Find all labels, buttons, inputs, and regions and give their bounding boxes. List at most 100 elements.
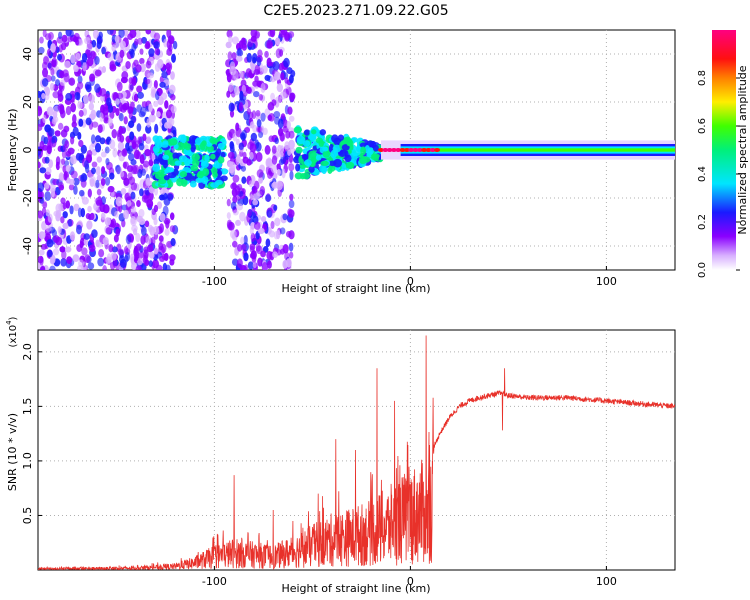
spectrogram-noise-blob <box>282 213 288 221</box>
spectrogram-noise-blob <box>70 54 76 64</box>
spectrogram-noise-blob <box>57 181 64 189</box>
spectrogram-noise-blob <box>40 265 46 270</box>
spectrogram-noise-blob <box>236 49 244 57</box>
spectrogram-noise-blob <box>260 83 266 93</box>
spectrogram-noise-blob <box>170 71 175 80</box>
spectrogram-noise-blob <box>268 230 276 238</box>
spectrogram-noise-blob <box>90 50 96 60</box>
snr-series-line <box>38 335 675 570</box>
spectrogram-noise-blob <box>38 210 44 219</box>
spectrogram-signal-blob <box>169 138 178 146</box>
spectrogram-noise-blob <box>73 185 78 195</box>
spectrogram-noise-blob <box>50 254 56 264</box>
spectrogram-noise-blob <box>167 193 174 202</box>
spectrogram-noise-blob <box>255 151 263 162</box>
spectrogram-noise-blob <box>171 53 176 63</box>
spectrogram-noise-blob <box>83 160 90 170</box>
spectrogram-noise-blob <box>229 141 235 150</box>
spectrogram-noise-blob <box>131 206 137 214</box>
spectrogram-noise-blob <box>228 82 234 93</box>
spectrogram-noise-blob <box>59 246 66 253</box>
spectrogram-noise-blob <box>84 254 91 263</box>
spectrogram-noise-blob <box>99 112 104 122</box>
spectrogram-noise-blob <box>50 187 55 198</box>
spectrogram-noise-blob <box>85 117 92 126</box>
spectrogram-noise-blob <box>235 55 243 62</box>
spectrogram-noise-blob <box>275 229 281 240</box>
spectrogram-noise-blob <box>62 211 68 219</box>
spectrogram-noise-blob <box>60 109 66 119</box>
spectrogram-noise-blob <box>57 122 64 130</box>
spectrogram-noise-blob <box>144 78 151 85</box>
spectrogram-signal-blob <box>152 163 161 173</box>
spectrogram-signal-blob <box>308 166 315 173</box>
spectrogram-noise-blob <box>284 31 290 41</box>
snr-y-tick-label: 2.0 <box>21 343 34 361</box>
spectrogram-noise-blob <box>64 160 70 167</box>
spectrogram-noise-blob <box>76 81 84 90</box>
spectrogram-signal-blob <box>322 150 331 158</box>
carrier-peak-blob <box>429 148 436 152</box>
spectrogram-noise-blob <box>136 200 141 208</box>
spectrogram-noise-blob <box>133 149 140 160</box>
spectrogram-noise-blob <box>50 68 55 76</box>
spectrogram-noise-blob <box>148 48 155 57</box>
spectrogram-signal-blob <box>152 145 160 153</box>
spectrogram-noise-blob <box>38 46 45 54</box>
spectrogram-noise-blob <box>276 180 283 191</box>
spectrogram-signal-blob <box>217 156 225 164</box>
spectrogram-noise-blob <box>280 72 285 81</box>
spectrogram-noise-blob <box>247 261 254 270</box>
spectrogram-noise-blob <box>123 116 128 125</box>
spectrogram-marks <box>38 30 675 270</box>
spectrogram-noise-blob <box>110 218 117 228</box>
spectrogram-noise-blob <box>229 61 236 70</box>
spectrogram-noise-blob <box>272 251 278 258</box>
spectrogram-signal-blob <box>157 153 165 163</box>
spectrogram-noise-blob <box>92 30 99 40</box>
spectrogram-noise-blob <box>123 209 130 220</box>
spectrogram-noise-blob <box>44 182 50 190</box>
carrier-peak-blob <box>382 148 389 152</box>
spectrogram-noise-blob <box>279 49 284 57</box>
spectrogram-noise-blob <box>264 145 271 155</box>
colorbar: 0.0 0.2 0.4 0.6 0.8 Normalized spectral ampl… <box>697 30 749 278</box>
spectrogram-signal-blob <box>296 135 306 145</box>
spectrogram-noise-blob <box>52 235 60 243</box>
carrier-peak-blob <box>434 148 441 152</box>
spectrogram-signal-blob <box>320 160 329 167</box>
spectrogram-noise-blob <box>106 97 112 107</box>
spectrogram-signal-blob <box>176 178 184 187</box>
spectrogram-noise-blob <box>80 144 87 154</box>
spectrogram-noise-blob <box>232 70 239 81</box>
spectrogram-noise-blob <box>246 108 252 115</box>
spectrogram-noise-blob <box>50 75 56 82</box>
spectrogram-noise-blob <box>169 225 176 233</box>
spectrogram-noise-blob <box>230 229 237 239</box>
spectrogram-noise-blob <box>247 38 254 48</box>
spectrogram-noise-blob <box>51 57 58 68</box>
spectrogram-noise-blob <box>284 77 289 84</box>
spectrogram-noise-blob <box>51 117 57 125</box>
spectrogram-noise-blob <box>59 79 66 86</box>
spectrogram-noise-blob <box>97 124 103 134</box>
spectrogram-noise-blob <box>46 48 51 57</box>
spectrogram-noise-blob <box>137 136 143 145</box>
spectrogram-noise-blob <box>236 244 243 252</box>
spectrogram-noise-blob <box>135 64 142 73</box>
spectrogram-noise-blob <box>144 259 150 267</box>
snr-y-axis-label: SNR (10 * v/v) <box>6 413 19 491</box>
spectrogram-noise-blob <box>125 60 131 70</box>
spectrogram-noise-blob <box>63 125 70 133</box>
spectrogram-noise-blob <box>72 126 79 137</box>
spectrogram-noise-blob <box>252 262 257 269</box>
spectrogram-noise-blob <box>94 83 101 94</box>
spectrogram-signal-blob <box>220 151 226 158</box>
spectrogram-noise-blob <box>139 188 144 197</box>
spectrogram-noise-blob <box>252 57 257 64</box>
spectrogram-noise-blob <box>232 209 239 216</box>
spectrogram-noise-blob <box>252 199 259 206</box>
spectrogram-noise-blob <box>96 40 102 49</box>
spectrogram-noise-blob <box>256 125 262 133</box>
spectrogram-signal-blob <box>209 137 217 144</box>
